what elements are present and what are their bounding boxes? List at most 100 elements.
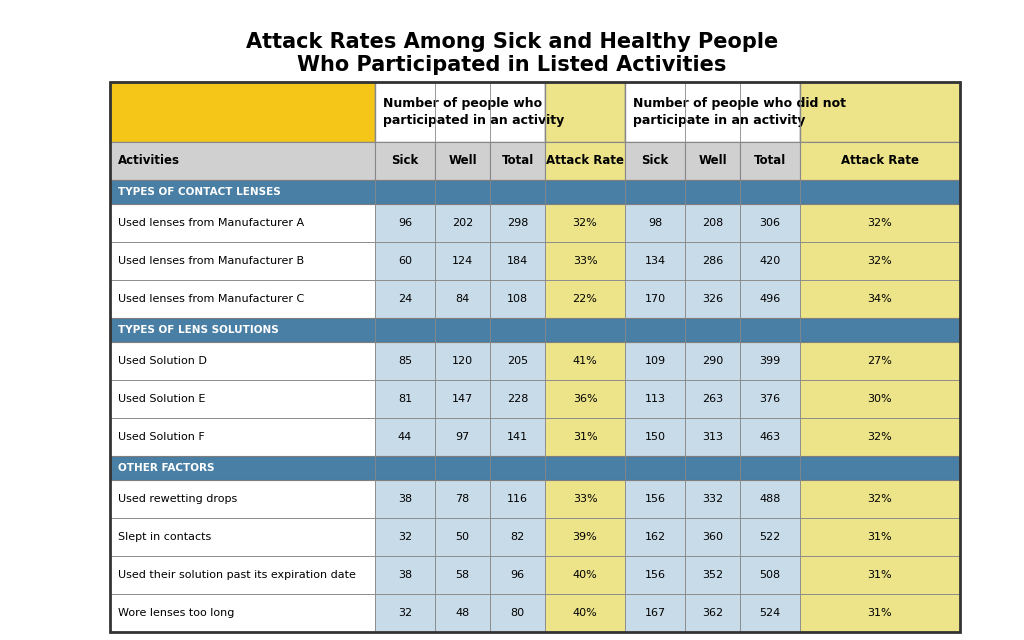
Bar (375, 142, 435, 180)
Text: 134: 134 (644, 256, 666, 266)
Text: 202: 202 (452, 218, 473, 228)
Bar (625, 342, 685, 380)
Bar (375, 82, 545, 142)
Text: Used Solution D: Used Solution D (118, 356, 207, 366)
Bar (740, 142, 800, 180)
Text: 40%: 40% (572, 608, 597, 618)
Text: Slept in contacts: Slept in contacts (118, 532, 211, 542)
Text: 33%: 33% (572, 494, 597, 504)
Bar (740, 280, 800, 318)
Text: 208: 208 (701, 218, 723, 228)
Text: 362: 362 (701, 608, 723, 618)
Text: 50: 50 (456, 532, 469, 542)
Text: 116: 116 (507, 494, 528, 504)
Bar (490, 204, 545, 242)
Bar (800, 594, 961, 632)
Text: 96: 96 (398, 218, 412, 228)
Bar (685, 480, 740, 518)
Bar (545, 518, 625, 556)
Bar (800, 142, 961, 180)
Bar (740, 594, 800, 632)
Text: 32%: 32% (572, 218, 597, 228)
Bar (625, 480, 685, 518)
Text: 30%: 30% (867, 394, 892, 404)
Bar (110, 456, 961, 480)
Text: Well: Well (698, 154, 727, 168)
Text: 326: 326 (701, 294, 723, 304)
Text: Used lenses from Manufacturer A: Used lenses from Manufacturer A (118, 218, 304, 228)
Bar (740, 480, 800, 518)
Text: Used Solution F: Used Solution F (118, 432, 205, 442)
Text: Number of people who did not
participate in an activity: Number of people who did not participate… (633, 97, 846, 127)
Text: Total: Total (754, 154, 786, 168)
Text: TYPES OF CONTACT LENSES: TYPES OF CONTACT LENSES (118, 187, 281, 197)
Text: 24: 24 (398, 294, 412, 304)
Text: 80: 80 (510, 608, 524, 618)
Text: Used rewetting drops: Used rewetting drops (118, 494, 238, 504)
Text: 352: 352 (701, 570, 723, 580)
Text: 81: 81 (398, 394, 412, 404)
Bar (490, 380, 545, 418)
Bar (435, 204, 490, 242)
Bar (625, 242, 685, 280)
Bar (110, 180, 961, 204)
Bar (625, 142, 685, 180)
Bar (110, 82, 375, 142)
Bar (800, 342, 961, 380)
Text: 38: 38 (398, 570, 412, 580)
Bar (685, 142, 740, 180)
Bar (435, 594, 490, 632)
Text: 306: 306 (760, 218, 780, 228)
Text: 31%: 31% (572, 432, 597, 442)
Bar (435, 280, 490, 318)
Bar (435, 380, 490, 418)
Bar (625, 204, 685, 242)
Bar (545, 380, 625, 418)
Text: Wore lenses too long: Wore lenses too long (118, 608, 234, 618)
Bar (740, 342, 800, 380)
Text: 97: 97 (456, 432, 470, 442)
Text: 32%: 32% (867, 256, 892, 266)
Bar (625, 380, 685, 418)
Bar (435, 556, 490, 594)
Text: 32: 32 (398, 608, 412, 618)
Bar (800, 518, 961, 556)
Bar (545, 82, 625, 142)
Text: 32%: 32% (867, 494, 892, 504)
Bar (625, 82, 800, 142)
Bar (545, 418, 625, 456)
Text: 508: 508 (760, 570, 780, 580)
Bar (110, 480, 375, 518)
Bar (375, 380, 435, 418)
Bar (435, 518, 490, 556)
Text: 58: 58 (456, 570, 470, 580)
Text: Activities: Activities (118, 154, 180, 168)
Bar (110, 418, 375, 456)
Bar (490, 480, 545, 518)
Bar (545, 142, 625, 180)
Text: 399: 399 (760, 356, 780, 366)
Text: 84: 84 (456, 294, 470, 304)
Bar (800, 204, 961, 242)
Text: 82: 82 (510, 532, 524, 542)
Text: Who Participated in Listed Activities: Who Participated in Listed Activities (297, 55, 727, 75)
Text: Well: Well (449, 154, 477, 168)
Bar (110, 342, 375, 380)
Text: 98: 98 (648, 218, 663, 228)
Text: 33%: 33% (572, 256, 597, 266)
Bar (110, 380, 375, 418)
Text: 32%: 32% (867, 218, 892, 228)
Text: 150: 150 (644, 432, 666, 442)
Bar (110, 142, 375, 180)
Text: 85: 85 (398, 356, 412, 366)
Text: Sick: Sick (641, 154, 669, 168)
Bar (800, 380, 961, 418)
Text: 36%: 36% (572, 394, 597, 404)
Bar (740, 380, 800, 418)
Text: OTHER FACTORS: OTHER FACTORS (118, 463, 214, 473)
Bar (685, 242, 740, 280)
Bar (375, 204, 435, 242)
Text: 332: 332 (701, 494, 723, 504)
Text: 228: 228 (507, 394, 528, 404)
Bar (110, 556, 375, 594)
